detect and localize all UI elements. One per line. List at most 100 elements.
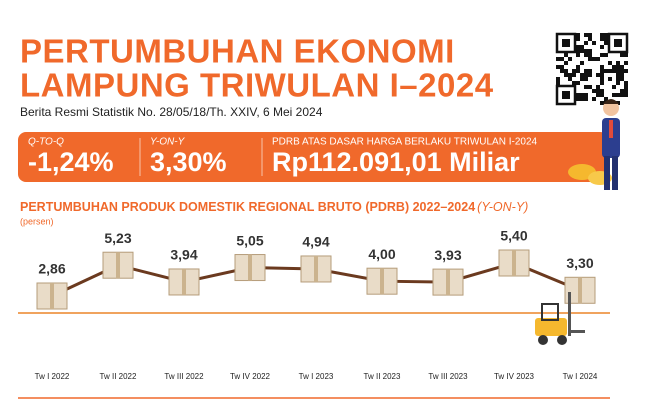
qr-cell <box>556 81 560 85</box>
qr-cell <box>616 69 620 73</box>
qr-cell <box>624 61 628 65</box>
qr-cell <box>580 93 584 97</box>
qr-cell <box>580 49 584 53</box>
qr-cell <box>620 53 624 57</box>
value-label: 5,40 <box>500 228 527 244</box>
qr-cell <box>580 45 584 49</box>
qr-cell <box>556 57 560 61</box>
qr-finder <box>562 91 570 99</box>
box-tape <box>380 268 384 295</box>
qr-cell <box>588 53 592 57</box>
qr-cell <box>576 45 580 49</box>
qr-cell <box>576 65 580 69</box>
qr-cell <box>576 97 580 101</box>
stat-value: 3,30% <box>150 147 227 177</box>
qr-cell <box>588 85 592 89</box>
qr-cell <box>620 65 624 69</box>
qr-cell <box>584 41 588 45</box>
qr-cell <box>604 97 608 101</box>
qr-cell <box>576 53 580 57</box>
qr-cell <box>560 65 564 69</box>
qr-cell <box>576 49 580 53</box>
qr-cell <box>620 93 624 97</box>
qr-cell <box>576 81 580 85</box>
box-tape <box>446 269 450 296</box>
qr-cell <box>592 89 596 93</box>
qr-cell <box>572 81 576 85</box>
qr-cell <box>600 89 604 93</box>
qr-cell <box>616 65 620 69</box>
x-tick-label: Tw IV 2023 <box>494 372 535 381</box>
qr-cell <box>564 53 568 57</box>
qr-cell <box>584 73 588 77</box>
qr-cell <box>596 57 600 61</box>
qr-cell <box>624 81 628 85</box>
qr-cell <box>596 93 600 97</box>
qr-cell <box>612 93 616 97</box>
qr-cell <box>568 57 572 61</box>
qr-cell <box>580 61 584 65</box>
qr-cell <box>584 77 588 81</box>
qr-cell <box>584 53 588 57</box>
qr-cell <box>600 101 604 105</box>
qr-cell <box>560 57 564 61</box>
chart-title-note: (Y-ON-Y) <box>477 200 528 214</box>
qr-cell <box>584 33 588 37</box>
qr-cell <box>592 41 596 45</box>
value-label: 4,94 <box>302 234 329 250</box>
x-tick-label: Tw IV 2022 <box>230 372 271 381</box>
qr-cell <box>600 69 604 73</box>
stat-value: Rp112.091,01 Miliar <box>272 147 520 177</box>
stat-label: PDRB ATAS DASAR HARGA BERLAKU TRIWULAN I… <box>272 137 538 148</box>
qr-cell <box>588 69 592 73</box>
x-tick-label: Tw III 2022 <box>164 372 204 381</box>
qr-cell <box>592 97 596 101</box>
stat-label: Y-ON-Y <box>150 137 186 148</box>
qr-cell <box>616 81 620 85</box>
qr-cell <box>572 69 576 73</box>
qr-cell <box>624 89 628 93</box>
qr-cell <box>600 37 604 41</box>
qr-cell <box>584 85 588 89</box>
qr-cell <box>588 57 592 61</box>
qr-cell <box>604 41 608 45</box>
qr-cell <box>604 37 608 41</box>
qr-cell <box>624 69 628 73</box>
chart-title: PERTUMBUHAN PRODUK DOMESTIK REGIONAL BRU… <box>20 200 528 214</box>
qr-cell <box>588 37 592 41</box>
value-label: 3,30 <box>566 255 593 271</box>
stat-label: Q-TO-Q <box>28 137 64 148</box>
qr-cell <box>580 97 584 101</box>
qr-cell <box>600 73 604 77</box>
qr-cell <box>604 69 608 73</box>
qr-finder <box>555 84 577 106</box>
qr-cell <box>600 81 604 85</box>
qr-cell <box>580 73 584 77</box>
box-tape <box>512 250 516 276</box>
qr-cell <box>612 65 616 69</box>
qr-cell <box>600 45 604 49</box>
qr-cell <box>596 89 600 93</box>
qr-finder <box>614 39 622 47</box>
qr-cell <box>576 37 580 41</box>
qr-cell <box>600 65 604 69</box>
qr-cell <box>588 33 592 37</box>
qr-cell <box>604 33 608 37</box>
qr-code <box>555 32 629 106</box>
qr-cell <box>624 53 628 57</box>
qr-cell <box>608 69 612 73</box>
qr-cell <box>556 77 560 81</box>
qr-cell <box>616 73 620 77</box>
decoration-forklift <box>535 292 585 345</box>
value-label: 3,93 <box>434 247 461 263</box>
qr-cell <box>624 93 628 97</box>
box-tape <box>578 277 582 304</box>
qr-cell <box>592 57 596 61</box>
qr-cell <box>600 53 604 57</box>
title-line: LAMPUNG TRIWULAN I–2024 <box>20 67 494 104</box>
qr-cell <box>608 77 612 81</box>
qr-cell <box>576 69 580 73</box>
x-tick-label: Tw III 2023 <box>428 372 468 381</box>
qr-cell <box>584 93 588 97</box>
